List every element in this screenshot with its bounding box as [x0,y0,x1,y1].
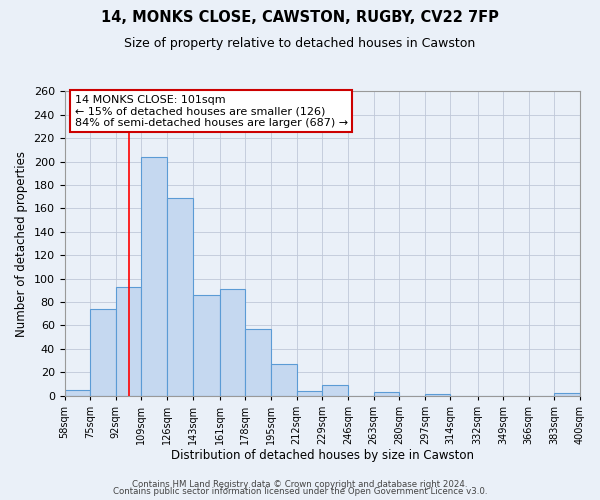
Bar [322,385,348,396]
Bar [193,295,220,396]
Bar [554,393,580,396]
Text: Contains HM Land Registry data © Crown copyright and database right 2024.: Contains HM Land Registry data © Crown c… [132,480,468,489]
Bar [245,329,271,396]
Text: Size of property relative to detached houses in Cawston: Size of property relative to detached ho… [124,38,476,51]
Text: 14, MONKS CLOSE, CAWSTON, RUGBY, CV22 7FP: 14, MONKS CLOSE, CAWSTON, RUGBY, CV22 7F… [101,10,499,25]
Bar [271,364,296,396]
Y-axis label: Number of detached properties: Number of detached properties [15,150,28,336]
Bar [167,198,193,396]
Bar [374,392,399,396]
Text: 14 MONKS CLOSE: 101sqm
← 15% of detached houses are smaller (126)
84% of semi-de: 14 MONKS CLOSE: 101sqm ← 15% of detached… [75,94,348,128]
Bar [425,394,451,396]
Bar [65,390,90,396]
Bar [296,391,322,396]
Bar [142,157,167,396]
X-axis label: Distribution of detached houses by size in Cawston: Distribution of detached houses by size … [171,450,474,462]
Bar [116,287,142,396]
Text: Contains public sector information licensed under the Open Government Licence v3: Contains public sector information licen… [113,487,487,496]
Bar [220,289,245,396]
Bar [90,309,116,396]
